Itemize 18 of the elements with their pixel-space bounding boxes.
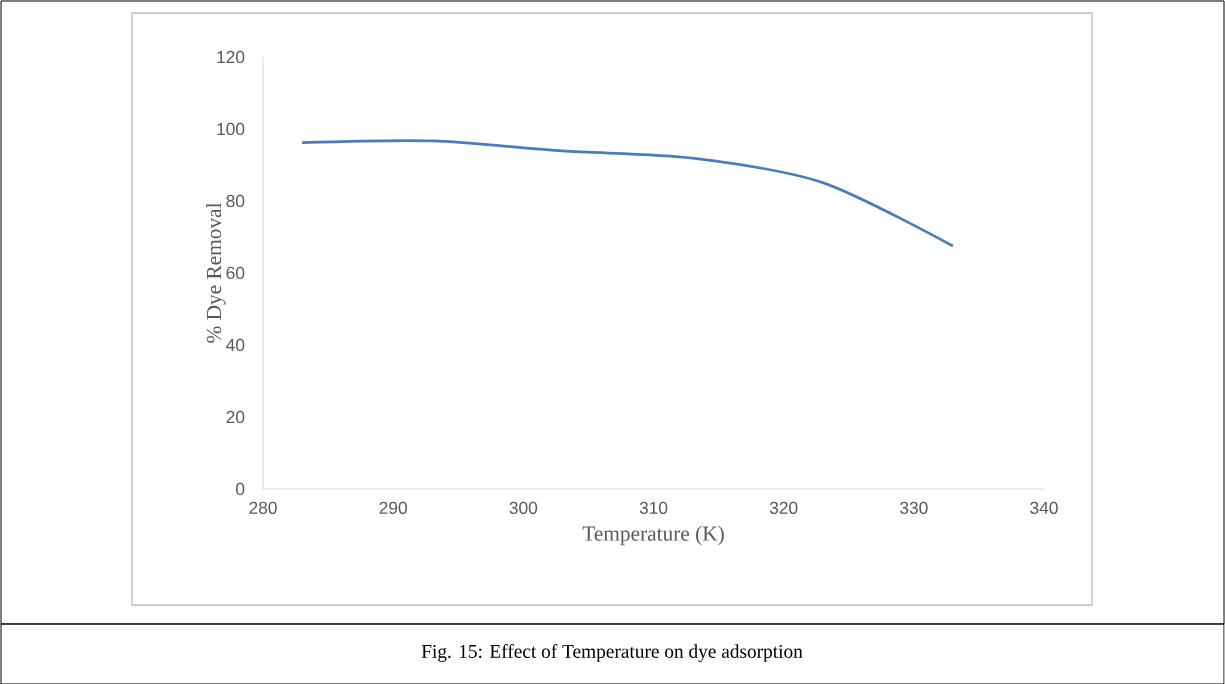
x-tick-label: 330 [900,501,928,514]
x-tick-label: 280 [249,501,277,514]
line-series [300,139,955,248]
y-axis-title: % Dye Removal [206,202,226,343]
y-tick-label: 0 [235,482,245,496]
x-axis-title: Temperature (K) [582,525,724,546]
y-tick-label: 40 [226,338,245,352]
y-tick-label: 80 [226,194,245,208]
x-tick-label: 310 [639,501,668,514]
y-tick-label: 100 [217,122,245,136]
y-tick-label: 120 [217,50,245,64]
x-tick-label: 340 [1030,501,1058,514]
x-tick-label: 320 [769,501,798,514]
x-tick-label: 300 [509,501,538,514]
y-tick-label: 20 [226,410,245,424]
text: Fig. 15: Effect of Temperature on dye adsorption [421,644,803,662]
y-tick-label: 60 [226,266,245,280]
x-tick-label: 290 [379,501,407,514]
